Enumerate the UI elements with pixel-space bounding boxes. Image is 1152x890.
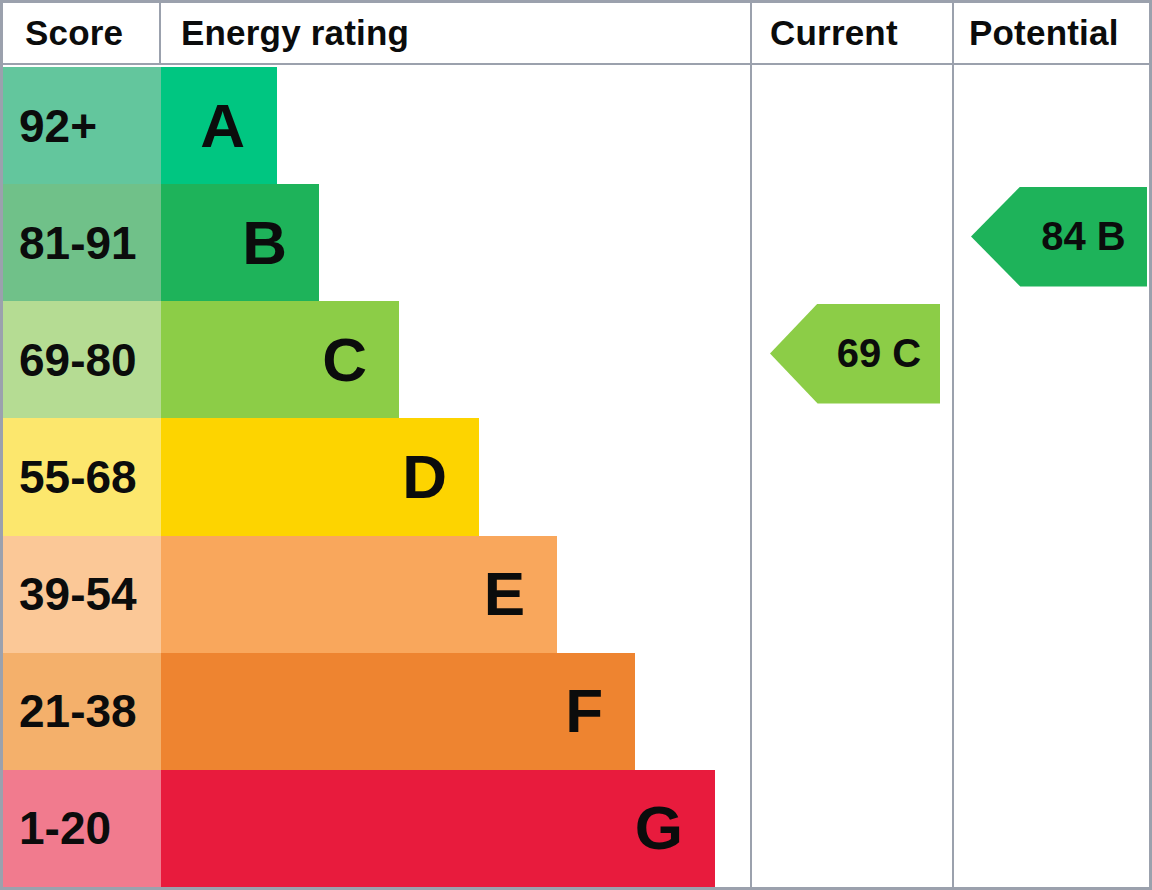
band-row-b: 81-91 B — [3, 184, 1149, 301]
potential-column-divider — [952, 3, 954, 887]
band-row-g: 1-20 G — [3, 770, 1149, 887]
band-score-g: 1-20 — [3, 770, 161, 887]
band-bar-c: C — [161, 301, 399, 418]
band-bar-f: F — [161, 653, 635, 770]
current-column-divider — [750, 3, 752, 887]
band-row-e: 39-54 E — [3, 536, 1149, 653]
band-score-c: 69-80 — [3, 301, 161, 418]
band-row-a: 92+ A — [3, 67, 1149, 184]
chart-header: Score Energy rating Current Potential — [3, 3, 1149, 65]
band-bar-a: A — [161, 67, 277, 184]
epc-rating-chart: Score Energy rating Current Potential 92… — [0, 0, 1152, 890]
header-current: Current — [748, 3, 950, 63]
band-row-d: 55-68 D — [3, 418, 1149, 535]
band-bar-e: E — [161, 536, 557, 653]
header-potential: Potential — [950, 3, 1149, 63]
band-score-a: 92+ — [3, 67, 161, 184]
header-score: Score — [3, 3, 161, 63]
band-row-f: 21-38 F — [3, 653, 1149, 770]
band-score-e: 39-54 — [3, 536, 161, 653]
band-score-d: 55-68 — [3, 418, 161, 535]
band-rows: 92+ A 81-91 B 69-80 C 55-68 D 39-54 E 21… — [3, 67, 1149, 887]
band-bar-d: D — [161, 418, 479, 535]
band-bar-b: B — [161, 184, 319, 301]
band-row-c: 69-80 C — [3, 301, 1149, 418]
header-energy-rating: Energy rating — [161, 3, 748, 63]
band-score-b: 81-91 — [3, 184, 161, 301]
band-bar-g: G — [161, 770, 715, 887]
band-score-f: 21-38 — [3, 653, 161, 770]
